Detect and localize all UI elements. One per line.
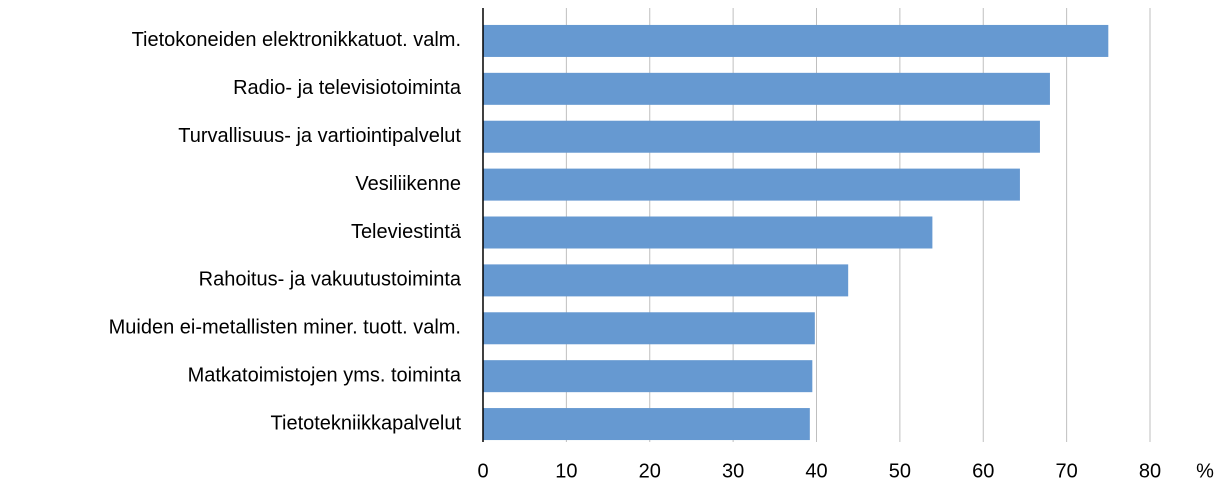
y-tick-label: Tietotekniikkapalvelut: [271, 412, 462, 434]
y-tick-label: Rahoitus- ja vakuutustoiminta: [199, 269, 462, 291]
bar: [483, 264, 849, 297]
bar: [483, 360, 813, 393]
bar: [483, 72, 1050, 105]
x-tick-label: 80: [1139, 460, 1161, 482]
y-tick-label: Radio- ja televisiotoiminta: [233, 77, 462, 99]
y-tick-label: Turvallisuus- ja vartiointipalvelut: [178, 125, 461, 147]
bar: [483, 120, 1040, 153]
x-tick-label: 70: [1056, 460, 1078, 482]
bar: [483, 24, 1109, 57]
y-tick-label: Muiden ei-metallisten miner. tuott. valm…: [109, 317, 461, 339]
x-tick-label: 30: [722, 460, 744, 482]
x-tick-label: 0: [477, 460, 488, 482]
x-tick-label: 20: [639, 460, 661, 482]
y-tick-label: Televiestintä: [351, 221, 462, 243]
bar: [483, 216, 933, 249]
x-tick-label: 40: [805, 460, 827, 482]
bar: [483, 408, 810, 441]
x-tick-label: 60: [972, 460, 994, 482]
y-tick-label: Vesiliikenne: [355, 173, 461, 195]
y-tick-label: Matkatoimistojen yms. toiminta: [188, 364, 462, 386]
x-tick-label: 10: [555, 460, 577, 482]
bar: [483, 168, 1020, 201]
x-tick-label: 50: [889, 460, 911, 482]
bar: [483, 312, 815, 345]
y-tick-label: Tietokoneiden elektronikkatuot. valm.: [132, 29, 461, 51]
x-axis-label: %: [1196, 460, 1214, 482]
